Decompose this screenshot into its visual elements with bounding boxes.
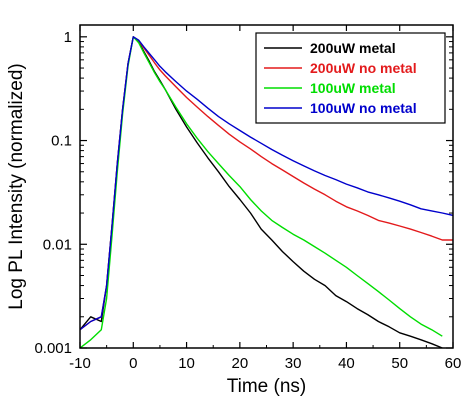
legend: 200uW metal 200uW no metal 100uW metal 100u… xyxy=(255,32,446,124)
legend-label: 200uW no metal xyxy=(310,60,417,76)
x-tick-label: 60 xyxy=(445,355,462,372)
x-tick-label: 50 xyxy=(391,355,408,372)
y-tick-label: 1 xyxy=(64,29,72,46)
y-tick-label: 0.01 xyxy=(43,236,72,253)
x-axis-label: Time (ns) xyxy=(227,376,307,397)
x-tick-label: 30 xyxy=(285,355,302,372)
legend-label: 100uW metal xyxy=(310,80,396,96)
y-tick-label: 0.1 xyxy=(51,133,72,150)
legend-label: 200uW metal xyxy=(310,40,396,56)
x-tick-label: -10 xyxy=(69,355,91,372)
series-line-4 xyxy=(80,36,453,331)
x-tick-label: 10 xyxy=(178,355,195,372)
series-layer xyxy=(80,36,453,348)
legend-label: 100uW no metal xyxy=(310,100,417,116)
x-tick-label: 20 xyxy=(232,355,249,372)
y-tick-label: 0.001 xyxy=(34,340,72,357)
x-tick-label: 0 xyxy=(129,355,137,372)
x-tick-label: 40 xyxy=(338,355,355,372)
y-axis-label: Log PL Intensity (normalized) xyxy=(6,63,27,309)
ticks-layer: -10 0 10 20 30 40 50 60 1 0.1 0.01 0.001 xyxy=(34,25,461,372)
